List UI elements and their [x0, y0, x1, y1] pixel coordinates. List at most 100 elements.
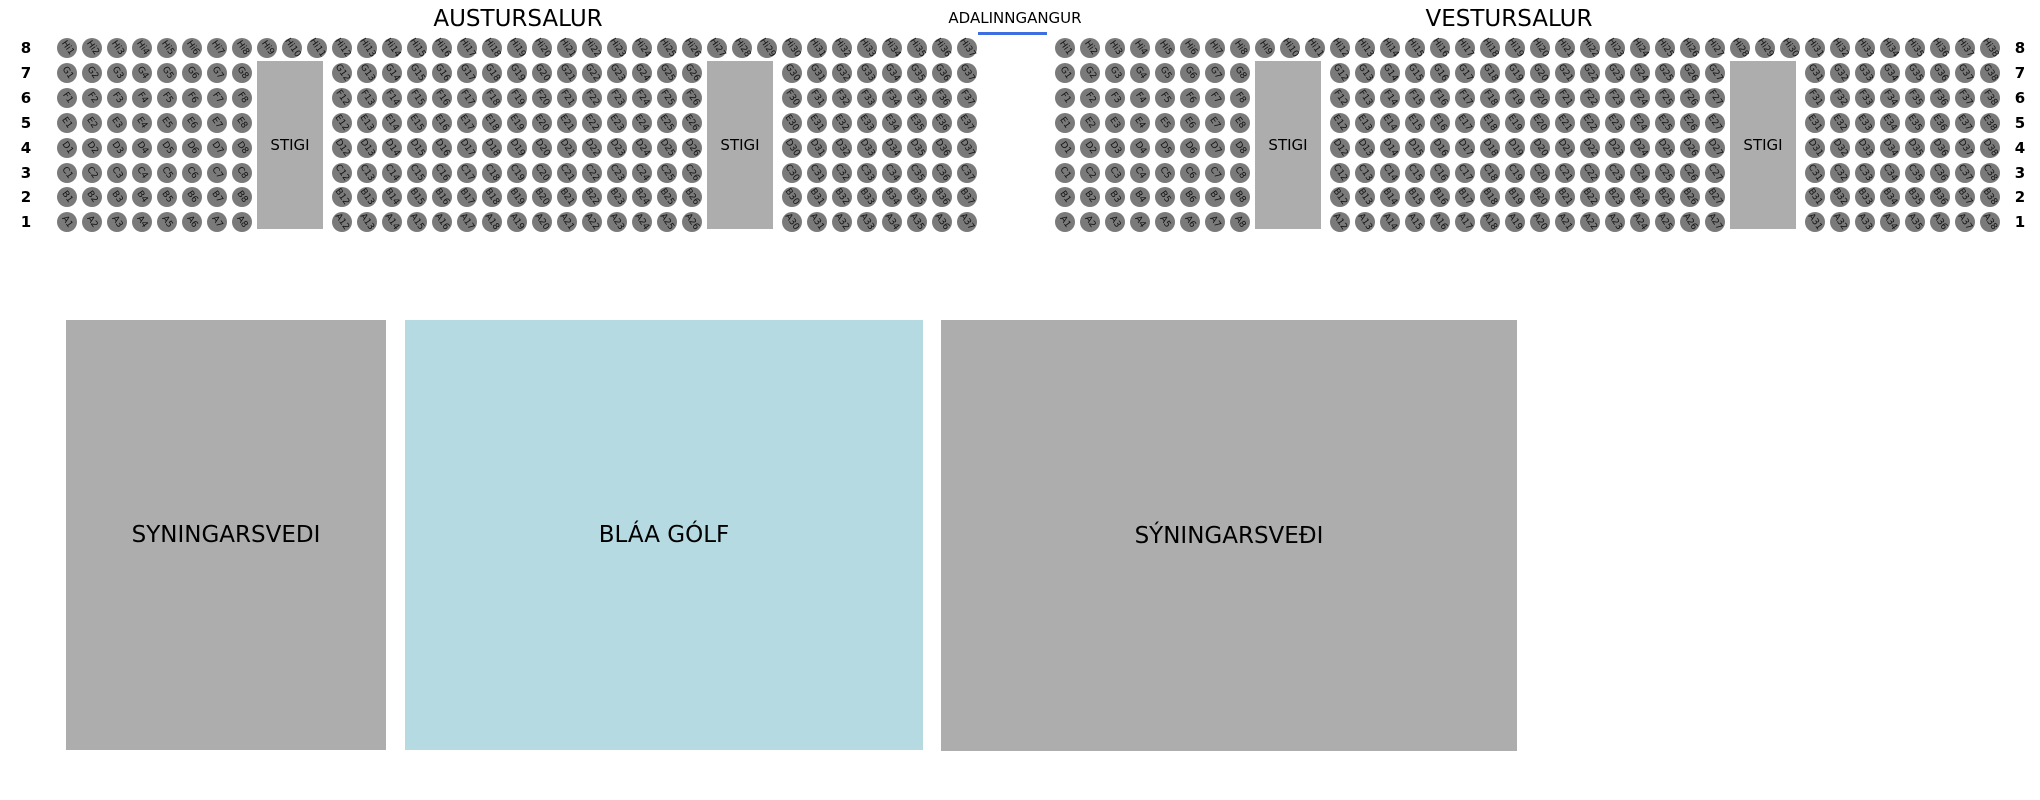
seat[interactable]: E6 [1180, 112, 1200, 133]
seat[interactable]: Hi5 [1155, 38, 1175, 58]
seat[interactable]: B20 [532, 187, 552, 207]
seat[interactable]: B1 [57, 187, 77, 208]
seat[interactable]: E16 [1430, 112, 1450, 133]
seat[interactable]: G36 [932, 62, 952, 83]
seat[interactable]: A1 [57, 212, 77, 233]
seat[interactable]: Hi35 [907, 37, 927, 60]
seat[interactable]: F33 [857, 87, 877, 108]
seat[interactable]: Hi7 [1205, 38, 1225, 58]
seat[interactable]: D5 [1155, 137, 1175, 158]
seat[interactable]: B4 [1130, 187, 1150, 208]
seat[interactable]: B23 [607, 187, 627, 207]
seat[interactable]: C32 [832, 162, 852, 183]
seat[interactable]: A36 [932, 212, 952, 232]
seat[interactable]: Hi22 [1580, 37, 1600, 60]
seat[interactable]: F6 [1180, 87, 1200, 108]
seat[interactable]: D36 [932, 137, 952, 158]
seat[interactable]: D8 [1230, 137, 1250, 158]
seat[interactable]: C32 [1830, 162, 1850, 183]
seat[interactable]: G19 [1505, 62, 1525, 83]
seat[interactable]: B13 [1355, 187, 1375, 207]
seat[interactable]: C18 [1480, 162, 1500, 183]
seat[interactable]: C22 [1580, 162, 1600, 183]
seat[interactable]: E35 [907, 112, 927, 133]
seat[interactable]: A37 [1955, 212, 1975, 232]
seat[interactable]: F36 [1930, 87, 1950, 108]
seat[interactable]: A24 [632, 212, 652, 232]
seat[interactable]: A5 [1155, 212, 1175, 233]
seat[interactable]: E22 [1580, 112, 1600, 133]
seat[interactable]: E37 [1955, 112, 1975, 133]
seat[interactable]: D1 [1055, 137, 1075, 158]
seat[interactable]: B14 [382, 187, 402, 207]
seat[interactable]: B6 [1180, 187, 1200, 208]
seat[interactable]: E31 [1805, 112, 1825, 133]
seat[interactable]: C18 [482, 162, 502, 183]
seat[interactable]: E31 [807, 112, 827, 133]
seat[interactable]: A4 [1130, 212, 1150, 233]
seat[interactable]: Hi17 [457, 37, 477, 60]
seat[interactable]: B24 [632, 187, 652, 207]
seat[interactable]: C27 [1705, 162, 1725, 183]
seat[interactable]: E2 [82, 112, 102, 133]
seat[interactable]: G4 [1130, 62, 1150, 83]
seat[interactable]: C34 [882, 162, 902, 183]
seat[interactable]: G19 [507, 62, 527, 83]
seat[interactable]: E21 [557, 112, 577, 133]
seat[interactable]: Hi19 [507, 37, 527, 60]
seat[interactable]: G25 [1655, 62, 1675, 83]
seat[interactable]: D31 [1805, 137, 1825, 158]
seat[interactable]: D22 [582, 137, 602, 158]
seat[interactable]: Hi25 [1655, 37, 1675, 60]
seat[interactable]: C19 [1505, 162, 1525, 183]
seat[interactable]: B15 [407, 187, 427, 207]
seat[interactable]: A14 [1380, 212, 1400, 232]
seat[interactable]: E22 [582, 112, 602, 133]
seat[interactable]: A20 [532, 212, 552, 232]
seat[interactable]: B34 [882, 187, 902, 207]
seat[interactable]: B18 [1480, 187, 1500, 207]
seat[interactable]: G7 [207, 62, 227, 83]
seat[interactable]: G17 [1455, 62, 1475, 83]
seat[interactable]: G33 [857, 62, 877, 83]
seat[interactable]: F12 [332, 87, 352, 108]
seat[interactable]: A27 [1705, 212, 1725, 232]
seat[interactable]: E14 [382, 112, 402, 133]
seat[interactable]: C26 [1680, 162, 1700, 183]
seat[interactable]: B31 [1805, 187, 1825, 207]
seat[interactable]: A5 [157, 212, 177, 233]
seat[interactable]: E14 [1380, 112, 1400, 133]
seat[interactable]: D25 [1655, 137, 1675, 158]
seat[interactable]: D16 [1430, 137, 1450, 158]
seat[interactable]: Hi16 [1430, 37, 1450, 60]
seat[interactable]: C3 [1105, 162, 1125, 183]
seat[interactable]: E32 [1830, 112, 1850, 133]
seat[interactable]: Hi1 [57, 38, 77, 58]
seat[interactable]: D12 [1330, 137, 1350, 158]
seat[interactable]: C14 [382, 162, 402, 183]
seat[interactable]: E36 [1930, 112, 1950, 133]
seat[interactable]: D30 [782, 137, 802, 158]
seat[interactable]: F5 [1155, 87, 1175, 108]
seat[interactable]: A15 [1405, 212, 1425, 232]
seat[interactable]: G14 [382, 62, 402, 83]
seat[interactable]: D35 [907, 137, 927, 158]
seat[interactable]: E23 [607, 112, 627, 133]
seat[interactable]: A17 [457, 212, 477, 232]
seat[interactable]: D33 [1855, 137, 1875, 158]
seat[interactable]: C12 [332, 162, 352, 183]
seat[interactable]: Hi7 [207, 38, 227, 58]
seat[interactable]: E27 [1705, 112, 1725, 133]
seat[interactable]: A19 [1505, 212, 1525, 232]
seat[interactable]: Hi8 [1230, 38, 1250, 58]
seat[interactable]: Hi32 [832, 37, 852, 60]
seat[interactable]: D14 [1380, 137, 1400, 158]
seat[interactable]: A33 [857, 212, 877, 232]
seat[interactable]: A21 [1555, 212, 1575, 232]
seat[interactable]: Hi19 [1505, 37, 1525, 60]
seat[interactable]: A1 [1055, 212, 1075, 233]
seat[interactable]: F17 [457, 87, 477, 108]
seat[interactable]: F13 [1355, 87, 1375, 108]
seat[interactable]: C16 [1430, 162, 1450, 183]
seat[interactable]: A12 [1330, 212, 1350, 232]
